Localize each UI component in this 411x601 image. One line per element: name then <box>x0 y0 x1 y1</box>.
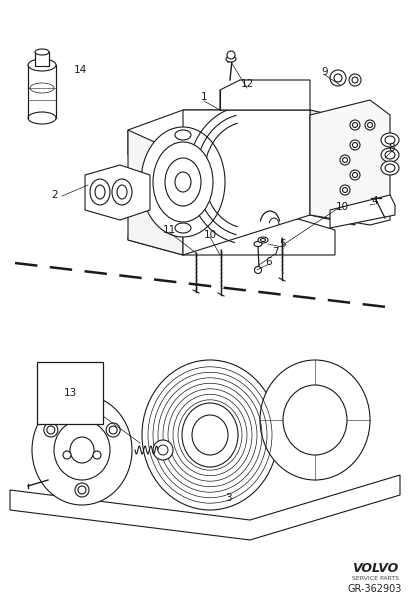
Ellipse shape <box>385 136 395 144</box>
Ellipse shape <box>381 148 399 162</box>
Circle shape <box>353 123 358 127</box>
Ellipse shape <box>112 179 132 205</box>
Circle shape <box>352 77 358 83</box>
Circle shape <box>153 440 173 460</box>
Circle shape <box>367 123 372 127</box>
Ellipse shape <box>381 133 399 147</box>
Ellipse shape <box>141 127 225 237</box>
Circle shape <box>254 266 261 273</box>
Polygon shape <box>128 215 335 255</box>
Text: 4: 4 <box>372 196 378 206</box>
Text: 10: 10 <box>203 230 217 240</box>
Circle shape <box>158 445 168 455</box>
Polygon shape <box>128 110 310 155</box>
Text: 2: 2 <box>52 190 58 200</box>
Ellipse shape <box>226 56 236 62</box>
Text: 7: 7 <box>272 247 278 257</box>
Polygon shape <box>220 80 310 110</box>
Circle shape <box>44 423 58 437</box>
Ellipse shape <box>385 151 395 159</box>
Circle shape <box>93 451 101 459</box>
Ellipse shape <box>254 242 262 246</box>
Circle shape <box>353 142 358 147</box>
Polygon shape <box>183 110 310 255</box>
Ellipse shape <box>142 360 278 510</box>
Ellipse shape <box>258 237 268 243</box>
Ellipse shape <box>32 395 132 505</box>
Ellipse shape <box>28 112 56 124</box>
Text: 5: 5 <box>279 239 285 249</box>
Ellipse shape <box>117 185 127 199</box>
Ellipse shape <box>175 130 191 140</box>
Bar <box>35 52 49 66</box>
Circle shape <box>353 172 358 177</box>
Polygon shape <box>330 195 395 228</box>
Polygon shape <box>85 165 150 220</box>
Ellipse shape <box>70 437 94 463</box>
Circle shape <box>106 423 120 437</box>
Circle shape <box>340 185 350 195</box>
Circle shape <box>334 74 342 82</box>
Polygon shape <box>310 100 390 225</box>
Ellipse shape <box>90 179 110 205</box>
Circle shape <box>342 188 347 192</box>
Circle shape <box>365 120 375 130</box>
Ellipse shape <box>35 49 49 55</box>
Circle shape <box>350 120 360 130</box>
Text: 10: 10 <box>335 202 349 212</box>
Text: VOLVO: VOLVO <box>352 561 398 575</box>
Ellipse shape <box>175 223 191 233</box>
Polygon shape <box>28 65 56 118</box>
Circle shape <box>227 51 235 59</box>
Ellipse shape <box>165 158 201 206</box>
Ellipse shape <box>381 161 399 175</box>
Text: 9: 9 <box>322 67 328 77</box>
Text: 11: 11 <box>162 225 175 235</box>
Ellipse shape <box>153 142 213 222</box>
Circle shape <box>109 426 117 434</box>
Circle shape <box>330 70 346 86</box>
Circle shape <box>350 140 360 150</box>
Circle shape <box>78 486 86 494</box>
Ellipse shape <box>54 420 110 480</box>
Circle shape <box>340 155 350 165</box>
Polygon shape <box>310 110 355 225</box>
Text: 3: 3 <box>225 493 231 503</box>
Ellipse shape <box>175 172 191 192</box>
Ellipse shape <box>260 360 370 480</box>
Ellipse shape <box>95 185 105 199</box>
Circle shape <box>63 451 71 459</box>
Ellipse shape <box>283 385 347 455</box>
Text: 1: 1 <box>201 92 207 102</box>
Text: 8: 8 <box>389 143 395 153</box>
Text: 6: 6 <box>266 257 272 267</box>
Text: 13: 13 <box>63 388 76 398</box>
Ellipse shape <box>30 83 54 93</box>
Circle shape <box>75 483 89 497</box>
Text: GR-362903: GR-362903 <box>348 584 402 594</box>
Polygon shape <box>10 475 400 540</box>
Circle shape <box>349 74 361 86</box>
Circle shape <box>342 157 347 162</box>
Ellipse shape <box>261 239 266 242</box>
Ellipse shape <box>385 164 395 172</box>
Text: 14: 14 <box>74 65 87 75</box>
Ellipse shape <box>28 59 56 71</box>
Circle shape <box>350 170 360 180</box>
Ellipse shape <box>192 415 228 455</box>
Ellipse shape <box>182 403 238 467</box>
Polygon shape <box>128 130 183 255</box>
Text: SERVICE PARTS: SERVICE PARTS <box>351 576 399 581</box>
Text: 12: 12 <box>240 79 254 89</box>
Circle shape <box>47 426 55 434</box>
